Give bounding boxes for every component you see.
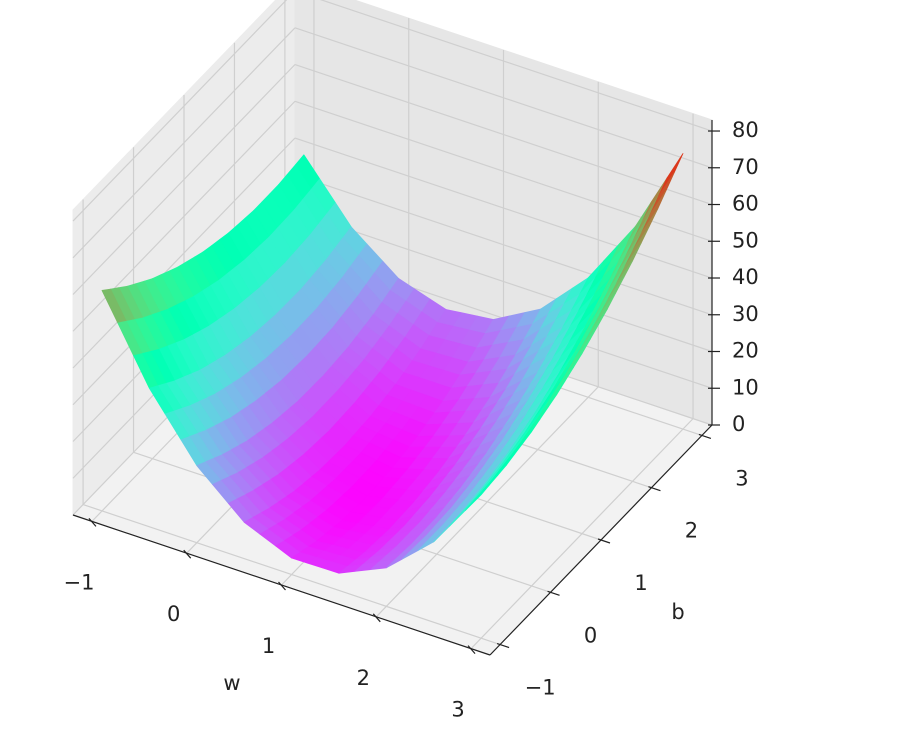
x-tick-mark [88,517,97,527]
x-tick-label: 2 [357,666,370,690]
y-axis-line [489,424,713,656]
y-tick-mark [496,642,510,649]
x-axis-label: w [223,671,240,695]
y-tick-mark [698,433,712,440]
z-tick-label: 60 [732,192,759,216]
x-tick-mark [372,613,381,623]
y-tick-mark [648,486,661,492]
x-axis-line [72,514,491,656]
surface-patch [464,484,490,511]
z-tick-label: 80 [732,118,759,142]
x-tick-mark [467,645,476,655]
z-tick-label: 20 [732,339,759,363]
z-tick-label: 70 [732,155,759,179]
y-tick-label: −1 [525,676,556,700]
grid-line [294,137,713,279]
grid-line [72,27,296,259]
surface [101,153,684,574]
x-tick-mark [278,581,286,591]
z-tick-label: 0 [732,412,745,436]
grid-line [294,210,713,353]
z-tick-label: 50 [732,228,759,252]
x-tick-mark [183,549,192,559]
grid-line [72,137,296,369]
y-tick-mark [597,538,611,544]
x-tick-label: −1 [63,570,94,594]
x-tick-label: 1 [262,634,275,658]
grid-line [72,64,296,295]
y-tick-label: 2 [685,519,698,543]
grid-line [319,0,713,132]
grid-line [294,27,713,169]
z-tick-label: 40 [732,265,759,289]
z-tick-label: 10 [732,375,759,399]
y-tick-label: 1 [634,571,647,595]
grid-line [294,63,713,206]
x-tick-label: 3 [451,698,464,722]
z-tick-label: 30 [732,302,759,326]
y-axis-label: b [671,600,684,624]
grid-line [294,174,713,316]
grid-line [82,503,501,646]
y-tick-mark [547,590,560,596]
y-tick-label: 3 [735,466,748,490]
x-tick-label: 0 [167,602,180,626]
y-tick-label: 0 [584,623,597,647]
grid-line [72,0,288,222]
